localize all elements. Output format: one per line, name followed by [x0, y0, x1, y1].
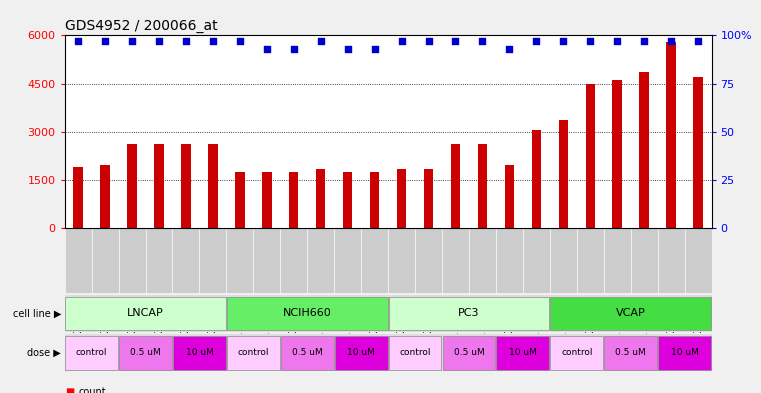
Text: control: control — [237, 348, 269, 357]
Point — [368, 46, 380, 52]
Point — [261, 46, 273, 52]
Text: GDS4952 / 200066_at: GDS4952 / 200066_at — [65, 19, 218, 33]
Point — [450, 38, 462, 44]
Bar — [316, 169, 326, 228]
Point — [557, 38, 569, 44]
Point — [314, 38, 326, 44]
Point — [611, 38, 623, 44]
Point — [530, 38, 543, 44]
Point — [288, 46, 300, 52]
Bar — [343, 172, 352, 228]
Point — [72, 38, 84, 44]
Text: ■: ■ — [65, 387, 74, 393]
Bar — [613, 80, 622, 228]
Bar — [209, 145, 218, 228]
Bar — [127, 145, 137, 228]
Text: cell line ▶: cell line ▶ — [12, 309, 61, 318]
Text: 10 uM: 10 uM — [347, 348, 375, 357]
Point — [234, 38, 246, 44]
Bar — [478, 145, 487, 228]
Bar — [639, 72, 649, 228]
Bar — [496, 336, 549, 369]
Text: LNCAP: LNCAP — [127, 309, 164, 318]
Bar — [65, 297, 226, 330]
Point — [342, 46, 354, 52]
Point — [584, 38, 597, 44]
Bar — [424, 169, 433, 228]
Bar — [119, 336, 172, 369]
Bar — [604, 336, 657, 369]
Text: dose ▶: dose ▶ — [27, 348, 61, 358]
Bar — [389, 297, 549, 330]
Point — [692, 38, 704, 44]
Bar — [262, 172, 272, 228]
Text: 10 uM: 10 uM — [509, 348, 537, 357]
Bar — [173, 336, 226, 369]
Bar — [100, 165, 110, 228]
Text: 0.5 uM: 0.5 uM — [616, 348, 646, 357]
Bar — [227, 297, 387, 330]
Point — [638, 38, 650, 44]
Bar — [335, 336, 387, 369]
Text: 0.5 uM: 0.5 uM — [454, 348, 484, 357]
Point — [396, 38, 408, 44]
Bar — [235, 172, 244, 228]
Bar — [667, 42, 676, 228]
Bar — [451, 145, 460, 228]
Text: control: control — [561, 348, 593, 357]
Text: PC3: PC3 — [458, 309, 479, 318]
Text: NCIH660: NCIH660 — [283, 309, 332, 318]
Bar — [585, 83, 595, 228]
Text: VCAP: VCAP — [616, 309, 645, 318]
Point — [126, 38, 139, 44]
Point — [153, 38, 165, 44]
Point — [665, 38, 677, 44]
Bar — [505, 165, 514, 228]
Text: 10 uM: 10 uM — [670, 348, 699, 357]
Point — [207, 38, 219, 44]
Point — [422, 38, 435, 44]
Bar — [65, 336, 118, 369]
Bar — [281, 336, 333, 369]
Text: count: count — [78, 387, 106, 393]
Point — [503, 46, 515, 52]
Text: control: control — [400, 348, 431, 357]
Bar — [227, 336, 280, 369]
Point — [476, 38, 489, 44]
Text: 10 uM: 10 uM — [186, 348, 213, 357]
Bar — [443, 336, 495, 369]
Text: 0.5 uM: 0.5 uM — [130, 348, 161, 357]
Bar — [181, 145, 191, 228]
Bar — [154, 145, 164, 228]
Bar — [693, 77, 702, 228]
Bar — [550, 297, 711, 330]
Bar — [550, 336, 603, 369]
Bar — [74, 167, 83, 228]
Bar — [370, 172, 379, 228]
Bar — [397, 169, 406, 228]
Text: 0.5 uM: 0.5 uM — [292, 348, 323, 357]
Point — [99, 38, 111, 44]
Bar — [658, 336, 711, 369]
Bar — [389, 336, 441, 369]
Text: control: control — [76, 348, 107, 357]
Point — [180, 38, 192, 44]
Bar — [289, 172, 298, 228]
Bar — [532, 130, 541, 228]
Bar — [559, 120, 568, 228]
